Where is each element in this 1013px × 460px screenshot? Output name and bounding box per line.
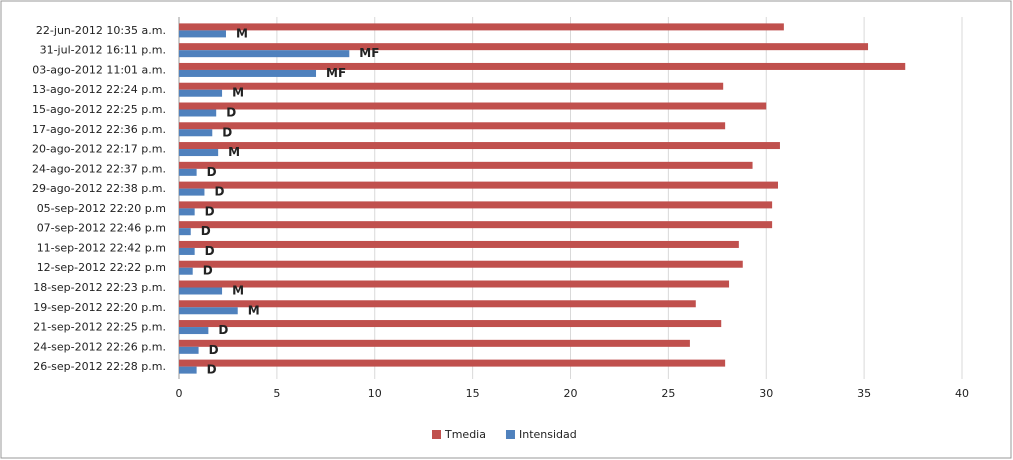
y-tick-label: 22-jun-2012 10:35 a.m. [36,24,166,37]
bar [179,62,906,70]
bar [179,43,869,51]
bar-annotation: D [205,244,215,258]
bar [179,102,767,110]
y-tick-label: 21-sep-2012 22:25 p.m. [33,321,166,334]
bar-annotation: D [207,363,217,377]
bar [179,208,195,216]
y-tick-label: 15-ago-2012 22:25 p.m. [32,103,166,116]
bar [179,320,722,328]
bar [179,181,778,189]
bar [179,122,726,130]
y-tick-label: 13-ago-2012 22:24 p.m. [32,83,166,96]
bar [179,161,753,169]
y-tick-label: 31-jul-2012 16:11 p.m. [40,44,166,57]
bar-annotation: MF [359,46,379,60]
x-tick-label: 40 [955,387,969,400]
bar [179,307,238,315]
y-tick-label: 17-ago-2012 22:36 p.m. [32,123,166,136]
y-tick-label: 11-sep-2012 22:42 p.m [37,241,166,254]
x-tick-label: 35 [857,387,871,400]
bar-annotation: D [209,343,219,357]
bar [179,82,724,90]
x-tick-label: 30 [759,387,773,400]
x-tick-label: 15 [466,387,480,400]
bar [179,89,223,97]
bar-annotation: D [226,106,236,120]
bar [179,280,730,288]
x-tick-label: 0 [176,387,183,400]
bar [179,267,193,275]
bar [179,30,226,38]
y-tick-label: 18-sep-2012 22:23 p.m. [33,281,166,294]
bar [179,201,773,209]
bar-annotation: M [236,26,248,40]
bar [179,359,726,367]
bar-annotation: D [203,264,213,278]
x-tick-label: 25 [661,387,675,400]
bar [179,50,350,58]
x-tick-label: 20 [564,387,578,400]
x-tick-label: 5 [273,387,280,400]
bar [179,287,223,295]
bar-annotation: D [222,125,232,139]
x-tick-label: 10 [368,387,382,400]
bar [179,228,191,236]
bar-annotation: M [228,145,240,159]
bar [179,149,219,157]
bar [179,129,213,137]
bar [179,168,197,176]
bar [179,366,197,374]
bar-annotation: M [232,86,244,100]
y-tick-label: 29-ago-2012 22:38 p.m. [32,182,166,195]
bar-annotation: D [201,224,211,238]
bar-annotation: M [248,303,260,317]
bar [179,346,199,354]
bar-annotation: D [214,185,224,199]
bar [179,188,205,196]
y-tick-label: 26-sep-2012 22:28 p.m. [33,360,166,373]
bar-annotation: D [207,165,217,179]
bar [179,221,773,229]
bar-annotation: M [232,284,244,298]
y-tick-label: 19-sep-2012 22:20 p.m. [33,301,166,314]
legend-swatch [505,430,515,439]
bar [179,69,317,77]
bar [179,327,209,335]
legend-swatch [432,430,441,439]
bar [179,142,780,150]
y-tick-label: 05-sep-2012 22:20 p.m [37,202,166,215]
y-tick-label: 20-ago-2012 22:17 p.m. [32,143,166,156]
bar [179,23,784,31]
y-tick-label: 24-sep-2012 22:26 p.m. [33,340,166,353]
bar [179,247,195,255]
bar-annotation: D [205,204,215,218]
bar [179,300,696,308]
bar-annotation: D [218,323,228,337]
legend-label: Intensidad [519,428,577,441]
bar-annotation: MF [326,66,346,80]
y-tick-label: 07-sep-2012 22:46 p.m [37,222,166,235]
y-tick-label: 24-ago-2012 22:37 p.m. [32,162,166,175]
bar [179,260,743,268]
y-tick-label: 12-sep-2012 22:22 p.m [37,261,166,274]
y-tick-label: 03-ago-2012 11:01 a.m. [32,63,166,76]
legend-label: Tmedia [444,428,486,441]
bar [179,240,739,248]
bar [179,109,217,117]
bar [179,339,690,347]
